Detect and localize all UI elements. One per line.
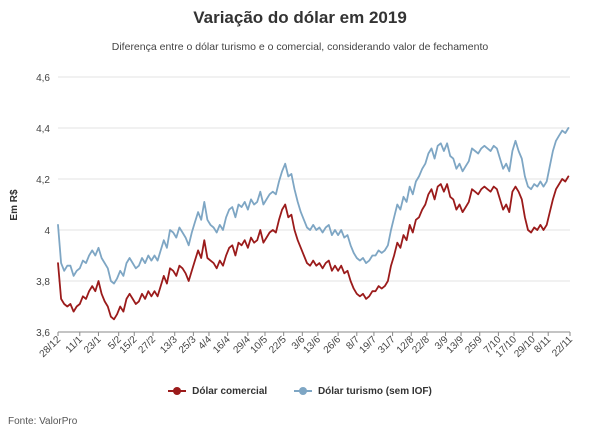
x-tick-label: 11/1 [64,334,85,355]
x-tick-label: 22/11 [550,334,575,359]
chart-title: Variação do dólar em 2019 [193,8,407,27]
x-tick-label: 25/9 [463,334,485,356]
x-tick-label: 13/6 [301,334,323,356]
y-tick-label: 4 [44,226,50,237]
x-tick-label: 26/6 [322,334,344,356]
x-tick-label: 22/5 [267,334,289,356]
legend-label-comercial: Dólar comercial [192,386,268,397]
legend-swatch-turismo [293,387,312,396]
y-axis-label: Em R$ [9,189,20,221]
x-tick-label: 13/3 [158,334,180,356]
chart-legend: Dólar comercial Dólar turismo (sem IOF) [0,386,600,397]
series-line-1 [57,127,570,285]
grid-layer [58,76,570,333]
x-tick-label: 13/9 [445,334,467,356]
y-tick-label: 3,8 [36,277,50,288]
y-tick-label: 4,6 [36,73,50,84]
chart-subtitle: Diferença entre o dólar turismo e o come… [111,41,489,53]
x-tick-label: 16/4 [211,334,233,356]
y-tick-labels: 3,6 3,8 4 4,2 4,4 4,6 [36,73,50,339]
x-tick-label: 19/7 [357,334,379,356]
x-tick-label: 15/2 [118,334,140,356]
x-axis: 28/12 11/123/1 5/215/227/2 13/325/34/416/42… [38,331,575,360]
x-tick-label: 10/5 [249,334,271,356]
legend-label-turismo: Dólar turismo (sem IOF) [317,386,432,397]
y-tick-label: 3,6 [36,328,50,339]
legend-item-turismo[interactable]: Dólar turismo (sem IOF) [293,386,432,397]
series-line-0 [57,175,570,321]
source-note: Fonte: ValorPro [8,416,78,427]
x-tick-label: 29/4 [231,334,253,356]
x-tick-label: 27/2 [137,334,159,356]
x-tick-label: 25/3 [177,334,199,356]
legend-swatch-comercial [168,387,187,396]
series-layer [57,127,570,321]
legend-item-comercial[interactable]: Dólar comercial [168,386,267,397]
y-tick-label: 4,4 [36,124,50,135]
x-tick-label: 31/7 [376,334,398,356]
x-tick-label: 22/8 [410,334,432,356]
y-tick-label: 4,2 [36,175,50,186]
x-tick-label: 23/1 [82,334,104,356]
